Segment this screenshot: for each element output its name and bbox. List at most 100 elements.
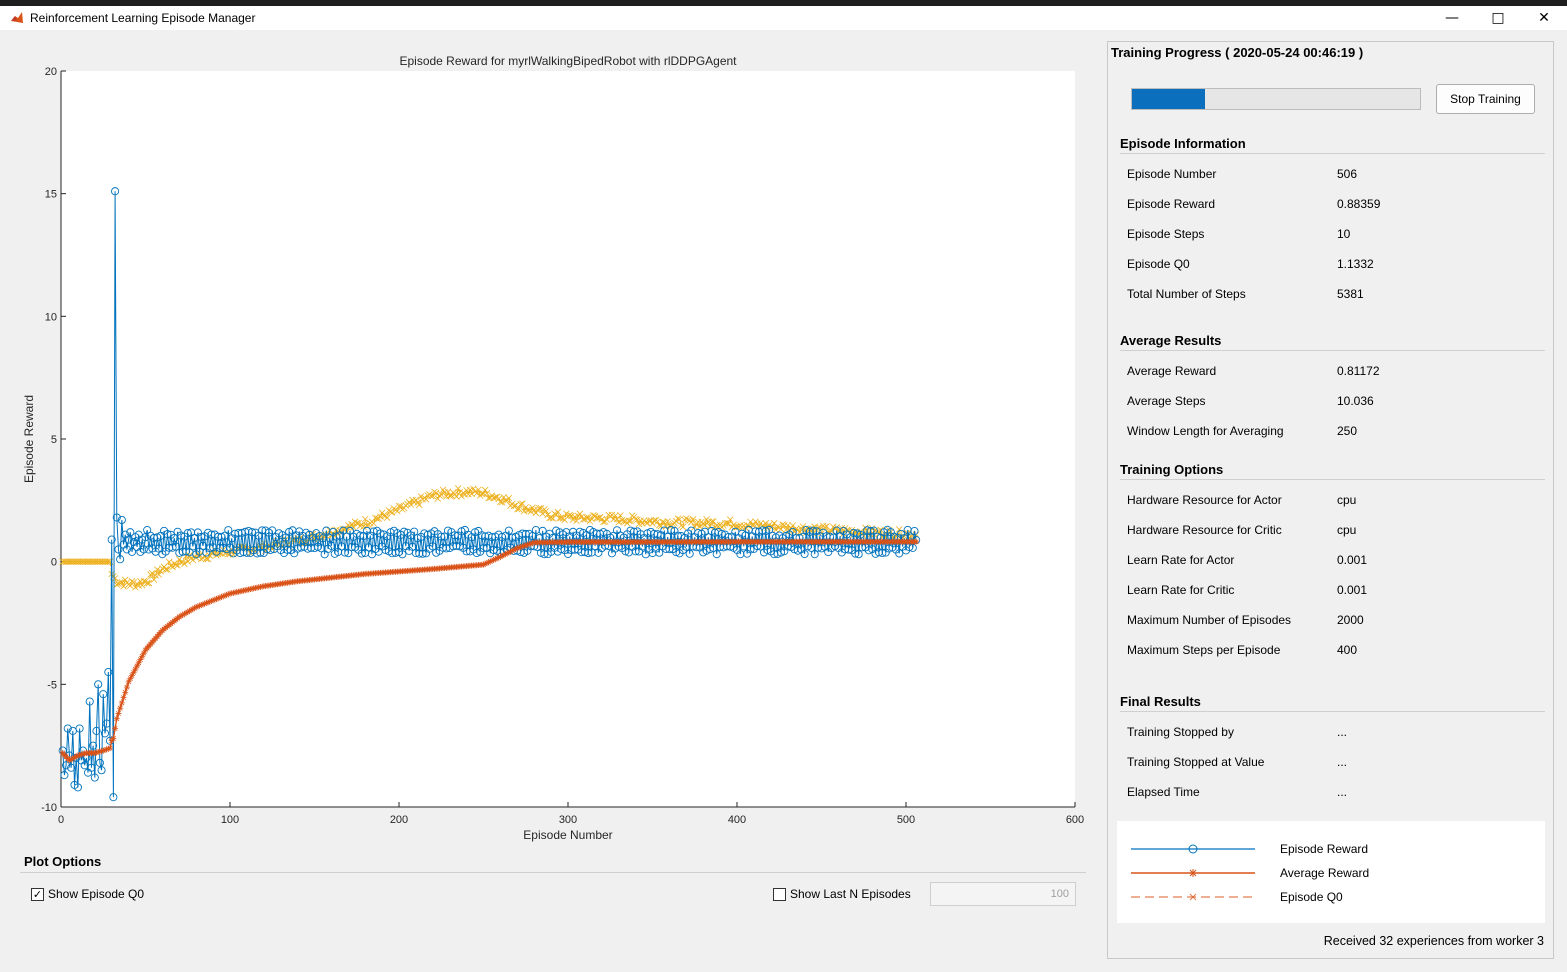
episode-reward-marker <box>345 526 355 535</box>
kv-value: 10 <box>1337 227 1351 241</box>
average-reward-marker <box>519 543 526 550</box>
average-reward-marker <box>71 754 78 761</box>
average-reward-marker <box>225 591 232 598</box>
x-tick-label: 300 <box>559 814 577 826</box>
q0-marker <box>453 493 460 500</box>
kv-label: Hardware Resource for Critic <box>1127 523 1282 537</box>
show-q0-checkbox[interactable]: ✓ <box>31 887 44 901</box>
episode-reward-marker <box>844 545 853 554</box>
average-reward-marker <box>123 684 130 691</box>
q0-marker <box>67 558 75 565</box>
kv-label: Episode Q0 <box>1127 257 1190 271</box>
average-reward-marker <box>494 555 501 562</box>
q0-marker <box>701 521 709 529</box>
window-title: Reinforcement Learning Episode Manager <box>30 11 256 25</box>
q0-marker <box>91 558 99 565</box>
q0-marker <box>170 560 178 567</box>
episode-reward-marker <box>283 545 292 554</box>
average-reward-marker <box>517 544 524 551</box>
q0-marker <box>155 571 163 578</box>
x-tick-label: 100 <box>221 814 239 826</box>
average-reward-marker <box>913 538 920 545</box>
episode-reward-marker <box>479 544 488 553</box>
average-reward-marker <box>492 556 499 563</box>
episode-reward-marker <box>268 526 277 535</box>
kv-label: Training Stopped at Value <box>1127 755 1265 769</box>
reward-chart[interactable]: 0 100 200 300 400 500 600 -10 -5 0 5 10 15 20 Episode … <box>0 30 1098 848</box>
episode-reward-row: Episode Reward 0.88359 <box>1127 197 1537 217</box>
average-reward-marker <box>79 751 86 758</box>
average-reward-marker <box>76 751 83 758</box>
average-reward-marker <box>140 650 147 657</box>
show-last-n-label: Show Last N Episodes <box>790 887 911 901</box>
episode-reward-marker <box>655 548 664 557</box>
episode-reward-marker <box>111 187 120 196</box>
q0-marker <box>458 492 465 500</box>
training-progress-title: Training Progress ( 2020-05-24 00:46:19 … <box>1111 45 1364 60</box>
average-reward-marker <box>177 612 184 619</box>
window-top-strip <box>0 0 1567 6</box>
episode-reward-marker <box>337 542 346 551</box>
q0-marker <box>132 584 139 591</box>
q0-marker <box>422 496 430 503</box>
kv-label: Hardware Resource for Actor <box>1127 493 1282 507</box>
show-last-n-checkbox[interactable] <box>773 887 786 901</box>
show-q0-option[interactable]: ✓ Show Episode Q0 <box>31 887 144 901</box>
window-controls: — □ ✕ <box>1429 6 1567 30</box>
minimize-icon[interactable]: — <box>1445 10 1459 26</box>
q0-marker <box>708 518 715 525</box>
average-reward-marker <box>107 745 114 752</box>
episode-reward-marker <box>126 528 135 537</box>
chart-legend: Episode Reward Average Reward Episode Q0 <box>1117 821 1545 923</box>
episode-reward-marker <box>87 763 96 772</box>
average-reward-row: Average Reward 0.81172 <box>1127 364 1537 384</box>
y-tick-label: -10 <box>41 802 57 814</box>
legend-item-episode-reward: Episode Reward <box>1117 839 1545 859</box>
episode-reward-marker <box>408 542 417 551</box>
episode-reward-marker <box>183 529 192 538</box>
average-reward-marker <box>127 675 134 682</box>
x-axis-label: Episode Number <box>523 828 612 842</box>
training-progress-panel: Training Progress ( 2020-05-24 00:46:19 … <box>1107 41 1554 959</box>
q0-marker <box>81 558 88 565</box>
episode-reward-marker <box>878 548 887 558</box>
episode-reward-marker <box>810 550 819 559</box>
elapsed-time-row: Elapsed Time ... <box>1127 785 1537 805</box>
episode-reward-marker <box>793 546 802 555</box>
average-reward-marker <box>198 602 205 609</box>
q0-marker <box>573 517 580 525</box>
episode-reward-marker <box>440 532 449 541</box>
final-results-divider <box>1120 711 1545 712</box>
kv-label: Episode Reward <box>1127 197 1216 211</box>
average-reward-marker <box>203 600 210 607</box>
hw-actor-row: Hardware Resource for Actor cpu <box>1127 493 1537 513</box>
maximize-icon[interactable]: □ <box>1491 10 1505 26</box>
q0-marker <box>94 558 102 565</box>
q0-marker <box>475 486 482 494</box>
episode-reward-marker <box>788 527 797 536</box>
episode-reward-marker <box>854 550 863 559</box>
close-icon[interactable]: ✕ <box>1538 10 1550 26</box>
q0-marker <box>130 579 137 586</box>
q0-marker <box>579 516 587 523</box>
q0-marker <box>64 558 72 565</box>
episode-reward-marker <box>327 541 336 550</box>
series-episode-reward-line <box>62 191 917 798</box>
q0-marker <box>799 523 807 530</box>
q0-marker <box>542 507 550 515</box>
q0-marker <box>710 518 717 525</box>
average-reward-marker <box>505 549 512 556</box>
episode-reward-marker <box>73 783 82 792</box>
average-reward-marker <box>522 542 529 549</box>
episode-reward-marker <box>653 530 662 539</box>
last-n-episodes-input[interactable]: 100 <box>930 882 1076 906</box>
q0-marker <box>394 507 401 515</box>
show-last-n-option[interactable]: Show Last N Episodes <box>773 887 911 901</box>
x-tick-label: 500 <box>897 814 915 826</box>
q0-marker <box>150 576 158 583</box>
q0-marker <box>437 491 445 498</box>
q0-marker <box>689 516 697 523</box>
y-axis-label: Episode Reward <box>22 395 36 483</box>
episode-reward-marker <box>423 530 432 539</box>
stop-training-button[interactable]: Stop Training <box>1436 84 1535 114</box>
